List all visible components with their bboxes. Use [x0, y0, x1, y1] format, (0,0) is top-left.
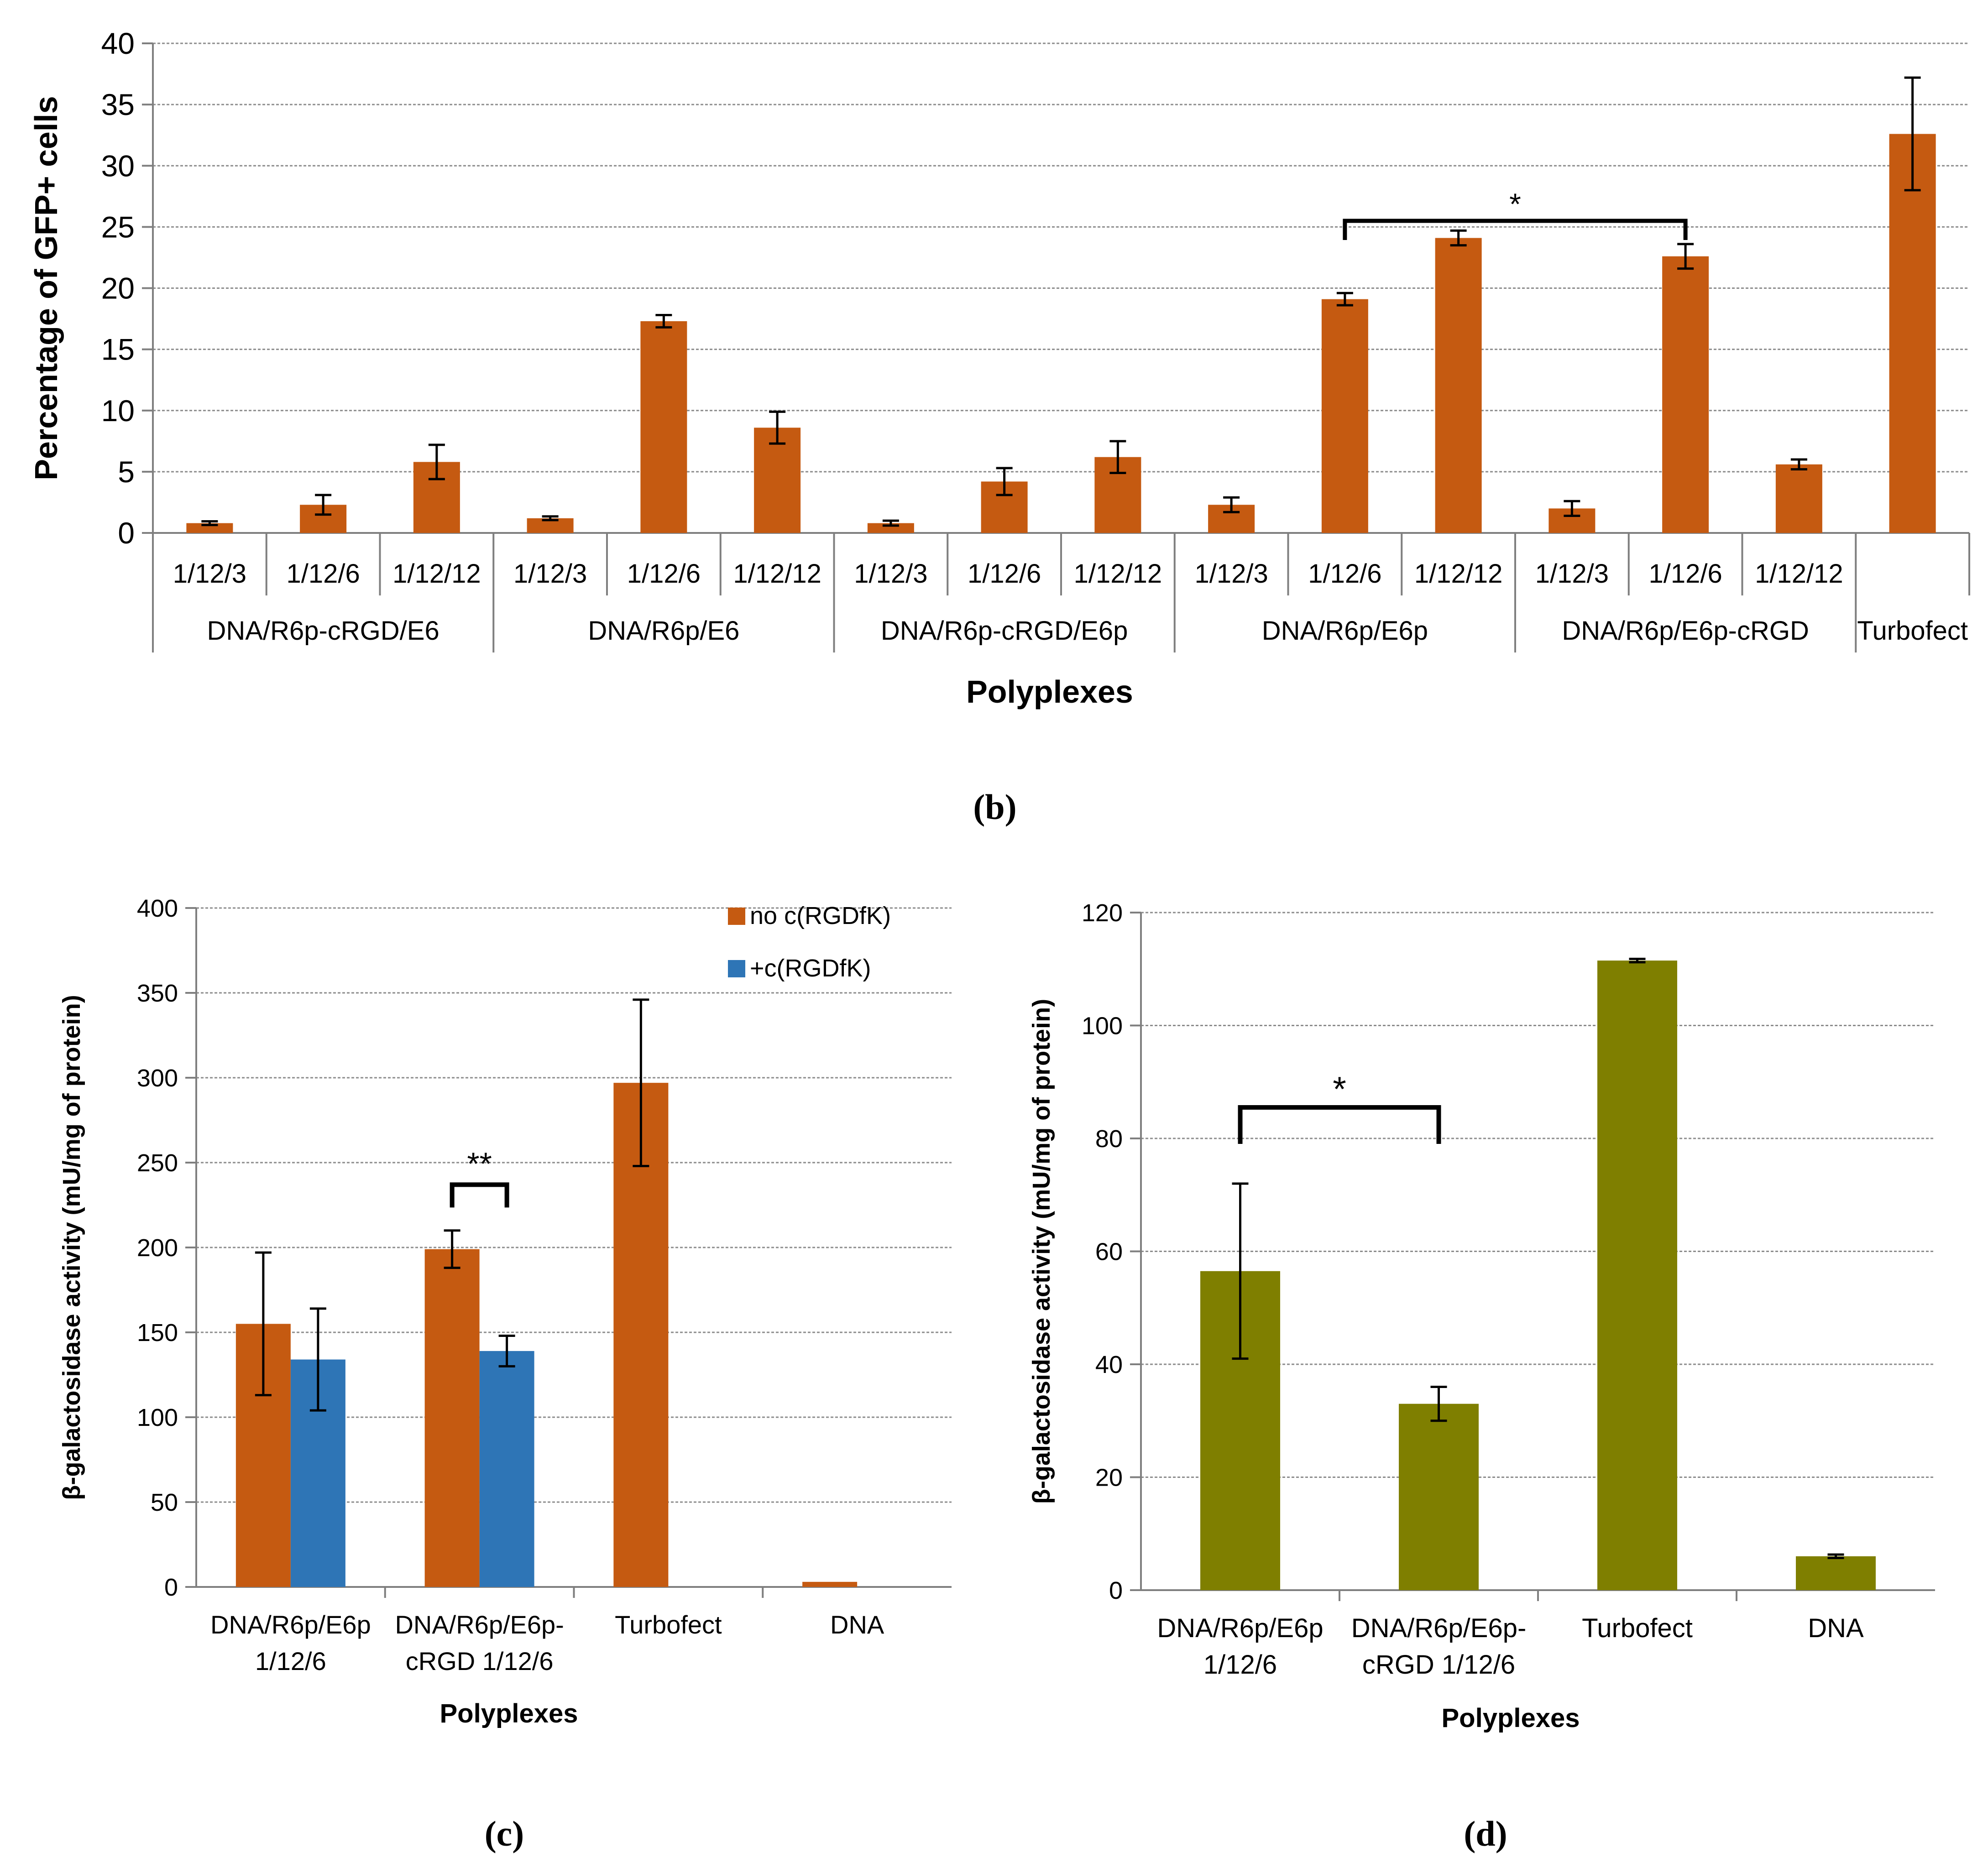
- significance-bracket: [1343, 219, 1688, 240]
- bar: [186, 523, 233, 533]
- x-category-label: cRGD 1/12/6: [406, 1647, 554, 1675]
- legend-label: +c(RGDfK): [750, 955, 871, 982]
- bar: [1662, 256, 1709, 533]
- bar: [1597, 960, 1677, 1590]
- legend-swatch: [728, 960, 745, 977]
- bar: [867, 523, 914, 533]
- y-tick-label: 50: [151, 1489, 178, 1516]
- x-category-label: 1/12/12: [1755, 559, 1843, 589]
- y-tick-label: 80: [1095, 1125, 1123, 1153]
- x-group-label: DNA/R6p/E6: [588, 616, 739, 646]
- x-category-label: 1/12/6: [255, 1647, 326, 1675]
- x-category-label: Turbofect: [615, 1610, 722, 1639]
- x-category-label: 1/12/6: [968, 559, 1041, 589]
- x-category-label: DNA/R6p/E6p: [1157, 1613, 1323, 1643]
- y-tick-label: 200: [137, 1234, 178, 1262]
- significance-marker: **: [467, 1146, 492, 1181]
- y-tick-label: 15: [101, 333, 135, 366]
- y-tick-label: 150: [137, 1319, 178, 1346]
- bar: [754, 428, 801, 533]
- x-category-label: DNA/R6p/E6p: [210, 1610, 371, 1639]
- y-tick-label: 60: [1095, 1238, 1123, 1265]
- significance-bracket: [450, 1182, 509, 1208]
- legend-swatch: [728, 908, 745, 925]
- x-category-label: 1/12/12: [1414, 559, 1503, 589]
- bar-plus-crgdfk: [479, 1351, 534, 1587]
- x-axis-title: Polyplexes: [439, 1699, 578, 1728]
- bar: [1889, 134, 1936, 533]
- y-tick-label: 20: [101, 271, 135, 305]
- bar: [1796, 1556, 1876, 1590]
- y-tick-label: 5: [118, 455, 135, 489]
- x-category-label: 1/12/12: [392, 559, 481, 589]
- bar: [1399, 1404, 1479, 1590]
- y-tick-label: 10: [101, 394, 135, 428]
- significance-marker: *: [1509, 187, 1521, 221]
- y-tick-label: 100: [137, 1404, 178, 1431]
- y-tick-label: 0: [118, 516, 135, 550]
- legend-label: no c(RGDfK): [750, 902, 891, 929]
- panel-d-chart: 0 20 40 60 80 100 120 DNA/R6p/E6p 1/12/6 DNA/R6p/…: [1028, 899, 1935, 1853]
- y-tick-label: 250: [137, 1149, 178, 1177]
- y-tick-label: 40: [101, 26, 135, 60]
- x-category-label: DNA: [830, 1610, 884, 1639]
- x-category-label: 1/12/3: [513, 559, 587, 589]
- x-category-label: 1/12/3: [854, 559, 927, 589]
- x-axis-title: Polyplexes: [1441, 1703, 1580, 1733]
- y-tick-label: 0: [1109, 1577, 1123, 1604]
- x-category-label: 1/12/3: [1194, 559, 1268, 589]
- bar: [1775, 464, 1822, 533]
- x-axis-title: Polyplexes: [966, 674, 1133, 710]
- x-category-label: DNA/R6p/E6p-: [1351, 1613, 1527, 1643]
- significance-bracket: [1238, 1105, 1441, 1144]
- bar: [1435, 238, 1482, 533]
- y-tick-label: 100: [1082, 1012, 1123, 1039]
- x-category-label: 1/12/6: [1203, 1650, 1277, 1680]
- y-tick-label: 40: [1095, 1351, 1123, 1378]
- x-category-label: DNA/R6p/E6p-: [395, 1610, 564, 1639]
- bar: [1321, 299, 1368, 533]
- x-category-label: 1/12/6: [1648, 559, 1722, 589]
- x-group-label: DNA/R6p-cRGD/E6: [207, 616, 439, 646]
- panel-label: (d): [1464, 1814, 1507, 1853]
- y-tick-label: 20: [1095, 1464, 1123, 1491]
- y-tick-label: 350: [137, 980, 178, 1007]
- x-category-label: 1/12/3: [1535, 559, 1609, 589]
- bar-no-crgdfk: [424, 1249, 480, 1587]
- x-category-label: 1/12/3: [173, 559, 246, 589]
- x-category-label: 1/12/12: [1074, 559, 1162, 589]
- x-category-label: 1/12/6: [1308, 559, 1381, 589]
- x-group-label: DNA/R6p/E6p: [1262, 616, 1428, 646]
- significance-marker: *: [1333, 1070, 1346, 1109]
- y-axis-title: β-galactosidase activity (mU/mg of prote…: [1028, 999, 1055, 1504]
- x-category-label: Turbofect: [1582, 1613, 1693, 1643]
- y-axis-title: β-galactosidase activity (mU/mg of prote…: [58, 995, 85, 1500]
- x-category-label: 1/12/6: [627, 559, 701, 589]
- panel-label: (c): [485, 1814, 524, 1853]
- bar-no-crgdfk: [802, 1581, 858, 1587]
- x-category-label: 1/12/6: [286, 559, 360, 589]
- x-group-label: DNA/R6p-cRGD/E6p: [881, 616, 1128, 646]
- y-tick-label: 300: [137, 1065, 178, 1092]
- y-tick-label: 35: [101, 88, 135, 121]
- y-axis-title: Percentage of GFP+ cells: [28, 96, 64, 480]
- x-category-label: cRGD 1/12/6: [1362, 1650, 1515, 1680]
- bar: [640, 321, 687, 533]
- y-tick-label: 0: [164, 1574, 178, 1601]
- panel-label: (b): [973, 787, 1016, 827]
- y-tick-label: 120: [1082, 899, 1123, 927]
- x-group-label: DNA/R6p/E6p-cRGD: [1562, 616, 1809, 646]
- y-tick-label: 400: [137, 895, 178, 922]
- x-group-label: Turbofect: [1857, 616, 1968, 646]
- x-category-label: 1/12/12: [733, 559, 821, 589]
- y-tick-label: 25: [101, 210, 135, 244]
- y-tick-label: 30: [101, 149, 135, 183]
- panel-b-chart: 0 5 10 15 20 25 30 35 40 1/12/3 1/12/6 1/12/12 1/12/…: [28, 26, 1970, 827]
- x-category-label: DNA: [1808, 1613, 1864, 1643]
- panel-c-chart: 0 50 100 150 200 250 300 350 400 DNA/R6p/E6p 1/12/…: [58, 895, 952, 1853]
